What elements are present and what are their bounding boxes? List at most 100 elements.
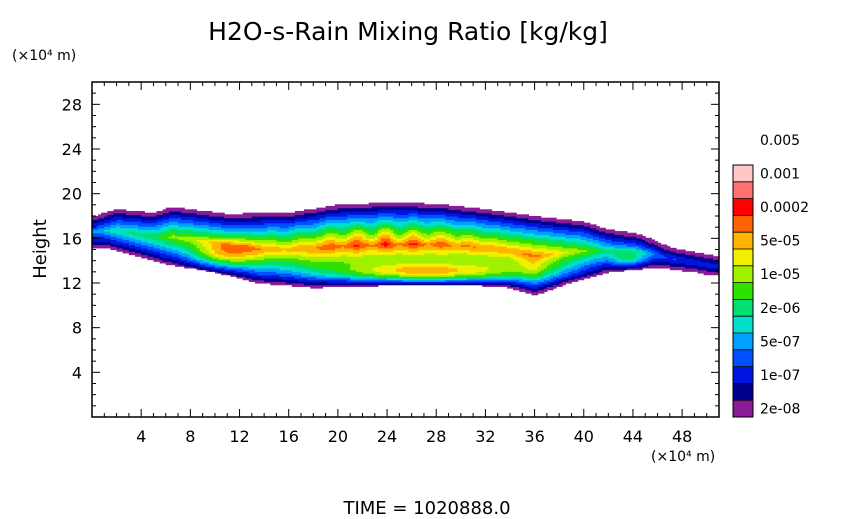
field-cell <box>592 247 606 251</box>
field-cell <box>540 283 551 286</box>
field-cell <box>531 281 539 284</box>
field-cell <box>316 246 342 249</box>
y-axis-label: Height <box>30 219 51 279</box>
colorbar-swatch <box>733 165 753 182</box>
field-cell <box>473 231 502 234</box>
field-cell <box>328 242 336 246</box>
field-cell <box>476 221 502 224</box>
field-cell <box>236 274 253 277</box>
field-cell <box>408 226 419 229</box>
field-cell <box>104 236 118 239</box>
field-cell <box>510 226 539 229</box>
field-cell <box>393 222 410 225</box>
field-cell <box>417 249 471 252</box>
field-cell <box>617 259 637 262</box>
field-cell <box>439 276 483 279</box>
field-cell <box>651 251 659 254</box>
field-cell <box>605 247 637 251</box>
y-axis-unit: (×10⁴ m) <box>12 48 76 64</box>
field-cell <box>221 244 250 247</box>
field-cell <box>350 234 367 237</box>
field-cell <box>466 252 514 256</box>
field-cell <box>636 261 643 264</box>
field-cell <box>556 259 566 262</box>
field-cell <box>642 259 649 262</box>
field-cell <box>245 254 265 257</box>
field-cell <box>174 241 191 244</box>
field-cell <box>473 234 499 237</box>
field-cell <box>104 219 118 222</box>
field-cell <box>135 231 161 234</box>
field-cell <box>353 247 360 251</box>
field-cell <box>580 234 594 237</box>
field-cell <box>614 246 640 249</box>
field-cell <box>393 229 400 232</box>
field-cell <box>433 231 447 234</box>
field-cell <box>405 271 450 274</box>
field-cell <box>402 236 410 239</box>
field-cell <box>556 272 563 276</box>
field-cell <box>417 209 462 212</box>
field-cell <box>589 226 600 229</box>
field-cell <box>417 229 428 232</box>
field-cell <box>660 252 671 256</box>
field-cell <box>359 226 379 229</box>
field-cell <box>276 232 290 236</box>
field-cell <box>165 207 185 210</box>
field-cell <box>184 261 195 264</box>
field-cell <box>636 247 643 251</box>
field-cell <box>546 264 557 267</box>
field-cell <box>141 221 158 224</box>
field-cell <box>531 252 554 256</box>
field-cell <box>199 241 210 244</box>
field-cell <box>119 226 164 229</box>
field-cell <box>141 249 155 252</box>
field-cell <box>408 232 419 236</box>
field-cell <box>430 236 453 239</box>
field-cell <box>568 271 579 274</box>
field-cell <box>221 269 238 272</box>
field-cell <box>417 236 425 239</box>
x-tick-label: 36 <box>524 427 544 446</box>
field-cell <box>571 266 582 269</box>
field-cell <box>636 262 646 266</box>
y-tick-label: 28 <box>62 95 82 114</box>
field-cell <box>546 259 557 262</box>
field-cell <box>497 251 545 254</box>
field-cell <box>451 262 520 266</box>
field-cell <box>383 244 388 247</box>
field-cell <box>411 276 440 279</box>
field-cell <box>193 249 201 252</box>
field-cell <box>325 229 339 232</box>
field-cell <box>122 237 136 241</box>
field-cell <box>224 219 262 222</box>
colorbar-swatch <box>733 366 753 384</box>
field-cell <box>537 289 548 292</box>
field-cell <box>344 226 354 229</box>
field-cell <box>645 262 686 266</box>
field-cell <box>230 242 253 246</box>
field-cell <box>553 266 563 269</box>
field-cell <box>503 214 530 217</box>
field-cell <box>568 229 591 232</box>
field-cell <box>445 221 477 224</box>
time-footer: TIME = 1020888.0 <box>342 498 510 519</box>
field-cell <box>199 249 210 252</box>
field-cell <box>639 264 649 267</box>
field-cell <box>448 207 480 210</box>
field-cell <box>503 217 530 220</box>
colorbar-labels: 2e-08 1e-07 5e-07 2e-06 1e-05 5e-05 0.0002 0.00… <box>760 133 809 418</box>
field-cell <box>454 237 462 241</box>
field-cell <box>460 244 471 247</box>
field-cell <box>402 229 410 232</box>
field-cell <box>580 254 594 257</box>
field-cell <box>513 257 526 261</box>
field-cell <box>666 256 686 259</box>
field-cell <box>577 241 594 244</box>
field-cell <box>531 289 539 292</box>
field-cell <box>291 261 345 264</box>
field-cell <box>580 266 591 269</box>
field-cell <box>168 221 179 224</box>
field-cell <box>592 231 606 234</box>
field-cell <box>325 236 336 239</box>
